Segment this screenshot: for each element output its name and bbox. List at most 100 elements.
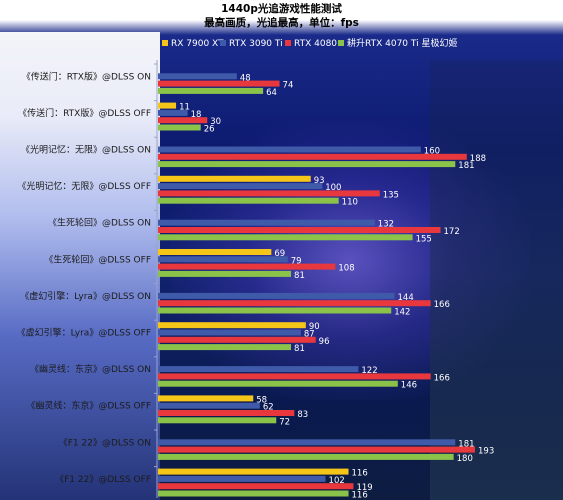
bar-value-10-3: 180	[457, 454, 473, 464]
bar-value-5-2: 108	[338, 264, 354, 274]
bar-0-2	[158, 80, 280, 87]
bar-value-10-1: 181	[458, 439, 474, 449]
legend-label-2: RTX 4080	[294, 39, 337, 49]
category-label-2: 《光明记忆：无限》@DLSS ON	[21, 144, 151, 156]
bar-value-0-1: 48	[240, 73, 251, 83]
bar-value-6-2: 166	[434, 300, 450, 310]
category-label-8: 《幽灵线：东京》@DLSS ON	[30, 363, 151, 375]
bar-value-1-0: 11	[179, 103, 190, 113]
bar-value-7-3: 81	[294, 344, 305, 354]
legend-swatch-2	[285, 40, 291, 46]
background-city	[430, 60, 563, 500]
bar-value-8-2: 166	[434, 373, 450, 383]
bar-7-0	[158, 322, 306, 329]
legend-swatch-1	[220, 40, 226, 46]
bar-3-2	[158, 190, 380, 197]
bar-8-1	[158, 366, 359, 373]
bar-value-0-3: 64	[266, 88, 277, 98]
bar-value-5-1: 79	[291, 256, 302, 266]
bar-10-3	[158, 453, 454, 460]
bar-5-2	[158, 263, 336, 270]
bar-5-1	[158, 256, 288, 263]
bar-9-1	[158, 402, 260, 409]
bar-value-8-1: 122	[361, 366, 377, 376]
bar-value-9-0: 58	[256, 395, 267, 405]
bar-value-11-2: 119	[356, 483, 372, 493]
bar-10-2	[158, 446, 475, 453]
category-label-10: 《F1 22》@DLSS ON	[59, 437, 151, 448]
bar-value-2-1: 160	[424, 147, 440, 157]
category-label-7: 《虚幻引擎：Lyra》@DLSS OFF	[17, 327, 151, 339]
category-label-11: 《F1 22》@DLSS OFF	[55, 474, 151, 485]
bar-4-1	[158, 219, 375, 226]
bar-2-2	[158, 153, 467, 160]
bar-value-6-3: 142	[394, 308, 410, 318]
bar-value-8-3: 146	[401, 381, 417, 391]
bar-value-0-2: 74	[283, 81, 294, 91]
bar-8-3	[158, 380, 398, 387]
bar-value-2-3: 181	[458, 161, 474, 171]
bar-4-3	[158, 234, 413, 241]
bar-7-1	[158, 329, 301, 336]
bar-value-6-1: 144	[398, 293, 414, 303]
bar-2-1	[158, 146, 421, 153]
category-label-6: 《虚幻引擎：Lyra》@DLSS ON	[20, 290, 151, 302]
bar-value-3-0: 93	[314, 176, 325, 186]
bar-value-11-1: 102	[329, 476, 345, 486]
bar-11-1	[158, 475, 326, 482]
bar-7-2	[158, 336, 316, 343]
bar-9-2	[158, 410, 295, 416]
category-label-4: 《生死轮回》@DLSS ON	[48, 217, 151, 229]
bar-value-4-2: 172	[444, 227, 460, 237]
bar-8-2	[158, 373, 431, 380]
category-label-5: 《生死轮回》@DLSS OFF	[44, 253, 151, 265]
bar-1-0	[158, 102, 177, 109]
bar-11-0	[158, 468, 349, 475]
bar-value-3-1: 100	[325, 183, 341, 193]
bar-value-5-3: 81	[294, 271, 305, 281]
bar-value-5-0: 69	[274, 249, 285, 259]
chart-subtitle: 最高画质，光追最高，单位：fps	[204, 17, 359, 29]
bar-0-3	[158, 87, 264, 94]
bar-value-11-0: 116	[352, 469, 368, 479]
category-label-1: 《传送门：RTX版》@DLSS OFF	[18, 107, 151, 119]
legend-swatch-3	[338, 40, 344, 46]
category-label-0: 《传送门：RTX版》@DLSS ON	[22, 70, 151, 82]
bar-5-3	[158, 270, 292, 277]
bar-value-2-2: 188	[470, 154, 486, 164]
legend-label-3: 耕升RTX 4070 Ti 星极幻姬	[347, 37, 457, 49]
bar-9-3	[158, 417, 277, 424]
bar-value-10-2: 193	[478, 447, 494, 457]
bar-value-9-1: 62	[263, 403, 274, 413]
category-label-9: 《幽灵线：东京》@DLSS OFF	[26, 400, 151, 412]
bar-3-1	[158, 183, 323, 190]
background-left-panel	[0, 32, 160, 500]
bar-value-9-3: 72	[279, 417, 290, 427]
bar-value-9-2: 83	[297, 410, 308, 420]
legend-swatch-0	[162, 40, 168, 46]
bar-0-1	[158, 73, 237, 80]
bar-2-3	[158, 161, 456, 168]
bar-value-7-0: 90	[309, 322, 320, 332]
bar-6-1	[158, 292, 395, 299]
bar-5-0	[158, 249, 272, 255]
bar-1-3	[158, 124, 201, 131]
chart-title-block: 1440p光追游戏性能测试 最高画质，光追最高，单位：fps	[0, 2, 563, 30]
legend-label-1: RTX 3090 Ti	[229, 39, 283, 49]
bar-value-1-1: 18	[191, 110, 202, 120]
bar-value-11-3: 116	[352, 491, 368, 500]
bar-value-4-3: 155	[416, 234, 432, 244]
bar-9-0	[158, 395, 254, 402]
bar-value-4-1: 132	[378, 220, 394, 230]
legend-label-0: RX 7900 XT	[171, 39, 224, 49]
bar-3-0	[158, 175, 311, 182]
bar-value-1-2: 30	[210, 117, 221, 127]
bar-1-1	[158, 109, 188, 116]
bar-11-2	[158, 483, 354, 490]
bar-11-3	[158, 490, 349, 497]
bar-value-1-3: 26	[204, 125, 215, 135]
chart-title: 1440p光追游戏性能测试	[221, 3, 342, 15]
bar-1-2	[158, 117, 208, 124]
bar-4-2	[158, 227, 441, 233]
